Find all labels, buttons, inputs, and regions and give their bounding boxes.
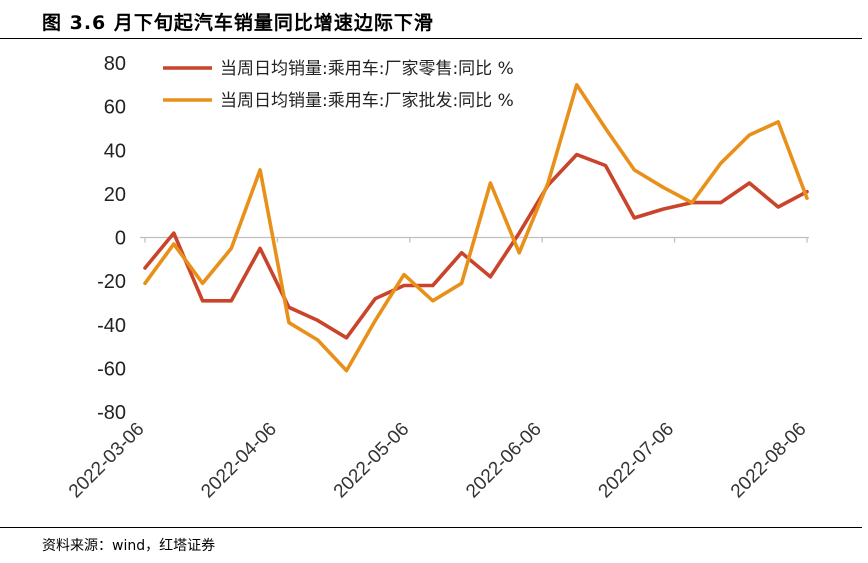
x-tick-label: 2022-05-06 (330, 419, 414, 503)
y-tick-label: -20 (97, 271, 126, 293)
y-tick-label: 20 (104, 184, 126, 206)
legend: 当周日均销量:乘用车:厂家零售:同比 % 当周日均销量:乘用车:厂家批发:同比 % (163, 59, 514, 111)
source-note: 资料来源：wind，红塔证券 (42, 538, 216, 554)
legend-label-1: 当周日均销量:乘用车:厂家零售:同比 % (220, 59, 514, 79)
x-tick-label: 2022-08-06 (727, 419, 811, 503)
y-tick-label: -40 (97, 315, 126, 337)
chart-title: 图 3.6 月下旬起汽车销量同比增速边际下滑 (42, 12, 434, 34)
series-line-2 (143, 83, 809, 373)
x-axis-tick-labels: 2022-03-06 2022-04-06 2022-05-06 2022-06-06… (65, 419, 811, 503)
line-chart: -80 -60 -40 -20 0 20 40 60 80 2022-03-06 2022-04-… (65, 53, 811, 503)
x-tick-label: 2022-07-06 (595, 419, 679, 503)
y-tick-label: 0 (115, 228, 126, 250)
x-tick-label: 2022-03-06 (65, 419, 149, 503)
y-tick-label: 40 (104, 140, 126, 162)
legend-label-2: 当周日均销量:乘用车:厂家批发:同比 % (220, 91, 514, 111)
series-line-1 (143, 152, 809, 340)
y-axis-ticks: -80 -60 -40 -20 0 20 40 60 80 (97, 53, 126, 424)
x-tick-label: 2022-06-06 (462, 419, 546, 503)
top-rule (0, 38, 862, 39)
y-tick-label: 60 (104, 97, 126, 119)
y-tick-label: -60 (97, 358, 126, 380)
y-tick-label: 80 (104, 53, 126, 75)
bottom-rule (0, 527, 862, 528)
series-lines (143, 83, 809, 373)
x-tick-label: 2022-04-06 (197, 419, 281, 503)
y-tick-label: -80 (97, 402, 126, 424)
